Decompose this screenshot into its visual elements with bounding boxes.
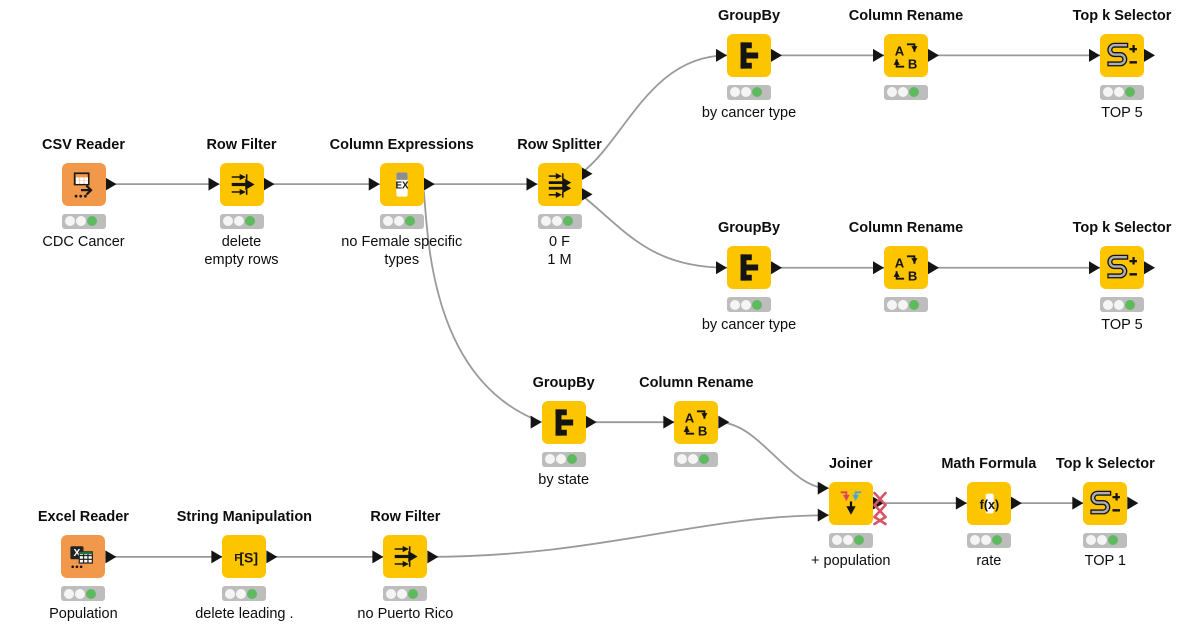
svg-text:A: A xyxy=(895,43,905,58)
svg-text:B: B xyxy=(698,423,707,438)
svg-text:B: B xyxy=(908,56,917,71)
svg-text:A: A xyxy=(685,410,695,425)
svg-text:B: B xyxy=(908,269,917,284)
svg-text:f(x): f(x) xyxy=(979,498,999,512)
svg-text:A: A xyxy=(895,256,905,271)
svg-text:EX: EX xyxy=(395,180,409,191)
svg-text:[S]: [S] xyxy=(240,550,259,566)
